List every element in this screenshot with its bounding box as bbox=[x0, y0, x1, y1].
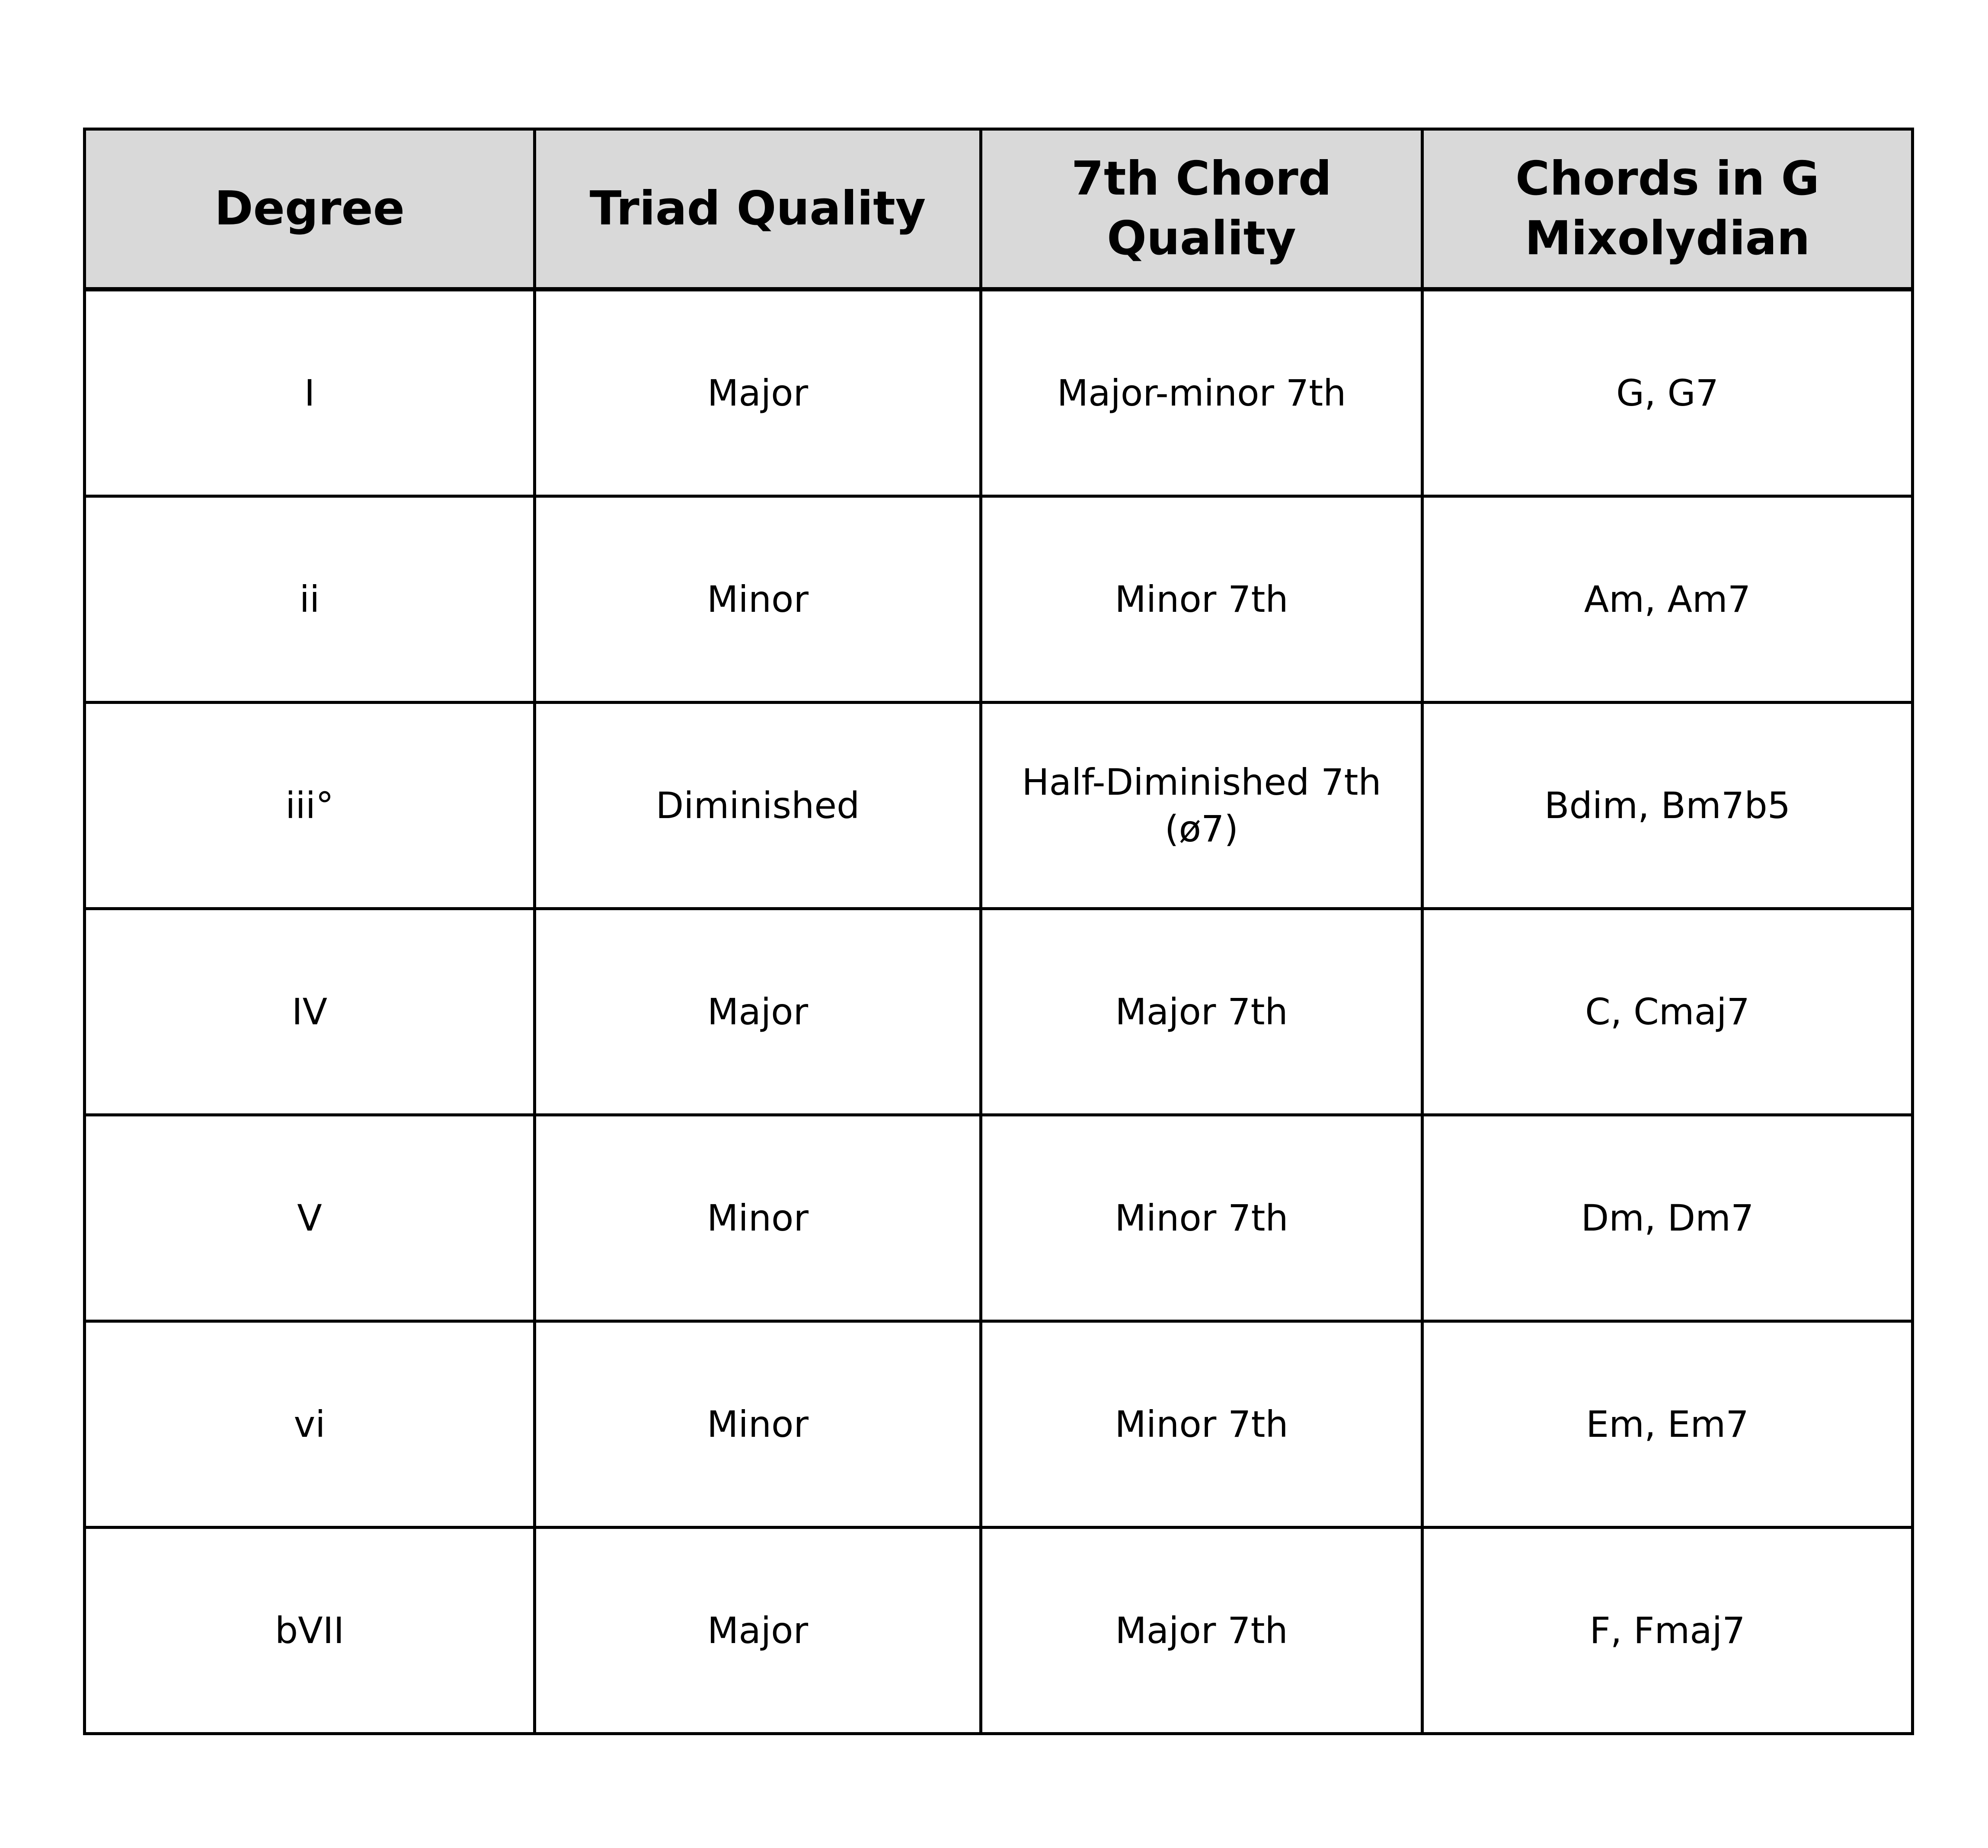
header-degree: Degree bbox=[83, 128, 536, 291]
seventh-quality-cell: Major 7th bbox=[979, 907, 1424, 1116]
chords-cell: Am, Am7 bbox=[1421, 495, 1914, 704]
table-row: iii° Diminished Half-Diminished 7th (ø7) Bd… bbox=[83, 701, 1914, 910]
chords-cell: Em, Em7 bbox=[1421, 1320, 1914, 1529]
table-row: I Major Major-minor 7th G, G7 bbox=[83, 288, 1914, 498]
degree-cell: bVII bbox=[83, 1526, 536, 1735]
seventh-quality-cell: Major 7th bbox=[979, 1526, 1424, 1735]
chords-cell: F, Fmaj7 bbox=[1421, 1526, 1914, 1735]
degree-cell: iii° bbox=[83, 701, 536, 910]
seventh-quality-cell: Minor 7th bbox=[979, 1113, 1424, 1323]
degree-cell: I bbox=[83, 288, 536, 498]
degree-cell: V bbox=[83, 1113, 536, 1323]
chord-table: Degree Triad Quality 7th Chord Quality C… bbox=[83, 128, 1914, 1735]
header-chords-in-g-mixolydian: Chords in G Mixolydian bbox=[1421, 128, 1914, 291]
chords-cell: G, G7 bbox=[1421, 288, 1914, 498]
seventh-quality-cell: Minor 7th bbox=[979, 1320, 1424, 1529]
degree-cell: IV bbox=[83, 907, 536, 1116]
triad-quality-cell: Diminished bbox=[533, 701, 982, 910]
header-row: Degree Triad Quality 7th Chord Quality C… bbox=[83, 128, 1914, 291]
header-seventh-chord-quality: 7th Chord Quality bbox=[979, 128, 1424, 291]
triad-quality-cell: Minor bbox=[533, 1320, 982, 1529]
table-row: IV Major Major 7th C, Cmaj7 bbox=[83, 907, 1914, 1116]
degree-cell: ii bbox=[83, 495, 536, 704]
triad-quality-cell: Major bbox=[533, 288, 982, 498]
degree-cell: vi bbox=[83, 1320, 536, 1529]
triad-quality-cell: Major bbox=[533, 1526, 982, 1735]
triad-quality-cell: Minor bbox=[533, 495, 982, 704]
chords-cell: Bdim, Bm7b5 bbox=[1421, 701, 1914, 910]
triad-quality-cell: Minor bbox=[533, 1113, 982, 1323]
triad-quality-cell: Major bbox=[533, 907, 982, 1116]
table-row: V Minor Minor 7th Dm, Dm7 bbox=[83, 1113, 1914, 1323]
seventh-quality-cell: Major-minor 7th bbox=[979, 288, 1424, 498]
table-row: ii Minor Minor 7th Am, Am7 bbox=[83, 495, 1914, 704]
seventh-quality-cell: Half-Diminished 7th (ø7) bbox=[979, 701, 1424, 910]
table-row: vi Minor Minor 7th Em, Em7 bbox=[83, 1320, 1914, 1529]
chords-cell: Dm, Dm7 bbox=[1421, 1113, 1914, 1323]
chords-cell: C, Cmaj7 bbox=[1421, 907, 1914, 1116]
table-row: bVII Major Major 7th F, Fmaj7 bbox=[83, 1526, 1914, 1735]
header-triad-quality: Triad Quality bbox=[533, 128, 982, 291]
seventh-quality-cell: Minor 7th bbox=[979, 495, 1424, 704]
